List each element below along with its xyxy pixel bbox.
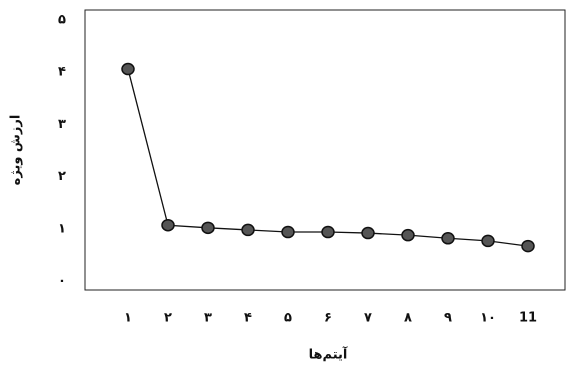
x-tick-label: 11 — [519, 311, 537, 326]
x-tick-label: ۲ — [164, 311, 172, 326]
data-point — [202, 222, 214, 233]
x-tick-label: ۳ — [204, 311, 212, 326]
x-tick-label: ۷ — [364, 311, 372, 326]
x-axis-label: آیتم‌ها — [309, 346, 348, 363]
data-point — [402, 230, 414, 241]
data-point — [442, 233, 454, 244]
x-tick-label: ۴ — [244, 311, 252, 326]
y-tick-label: ۳ — [58, 117, 66, 132]
x-tick-label: ۵ — [284, 311, 292, 326]
y-axis-label: ارزش ویژه — [9, 115, 24, 186]
y-tick-label: ۲ — [58, 169, 66, 184]
y-tick-label: ۰ — [58, 274, 66, 289]
data-point — [522, 241, 534, 252]
x-tick-label: ۱۰ — [480, 311, 496, 326]
x-tick-label: ۹ — [444, 311, 452, 326]
data-point — [282, 227, 294, 238]
chart: ارزش ویژه آیتم‌ها ۰ ۱ ۲ ۳ ۴ ۵ ۱ ۲ ۳ ۴ ۵ ۶ ۷ ۸ ۹ ۱۰ 11 — [0, 0, 566, 367]
y-tick-label: ۴ — [58, 65, 66, 80]
y-tick-label: ۱ — [58, 221, 66, 236]
x-tick-label: ۶ — [324, 311, 332, 326]
data-line — [128, 69, 528, 246]
data-point — [362, 228, 374, 239]
y-tick-label: ۵ — [58, 12, 66, 27]
plot-frame — [85, 10, 565, 290]
data-point — [162, 220, 174, 231]
data-point — [242, 224, 254, 235]
data-point — [482, 235, 494, 246]
x-tick-label: ۸ — [404, 311, 412, 326]
data-point — [122, 64, 134, 75]
data-point — [322, 227, 334, 238]
x-tick-label: ۱ — [124, 311, 132, 326]
